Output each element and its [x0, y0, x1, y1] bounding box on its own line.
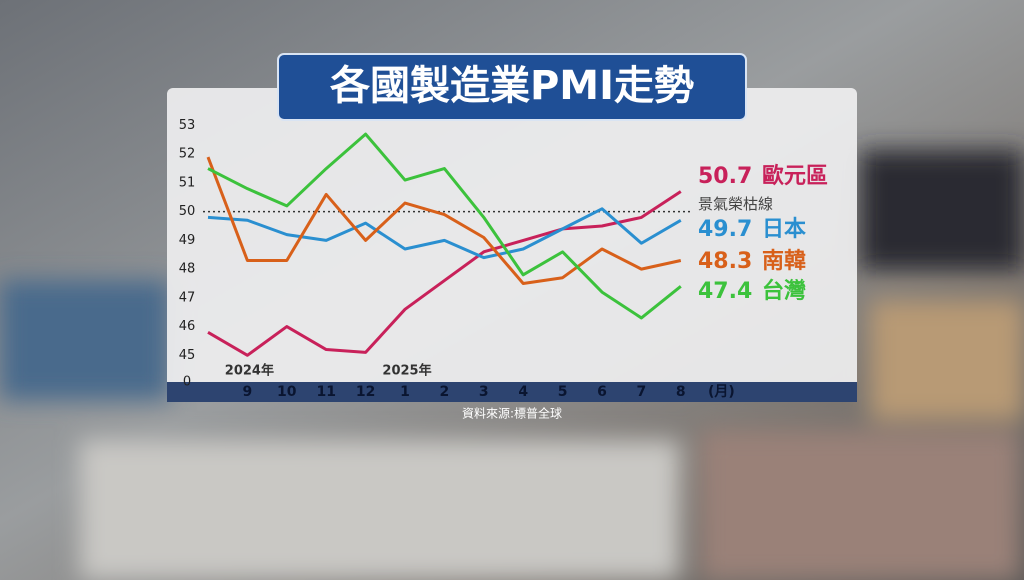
background-blur [0, 150, 1024, 580]
x-tick-label: 2 [440, 384, 450, 400]
x-tick-label: 11 [316, 384, 335, 400]
x-tick-label: 1 [400, 384, 410, 400]
legend-label: 南韓 [762, 248, 806, 274]
y-tick-label: 52 [179, 147, 196, 162]
y-tick-label: 49 [179, 233, 196, 248]
y-tick-label: 50 [179, 204, 196, 219]
chart-title: 各國製造業PMI走勢 [330, 63, 694, 109]
reference-label: 景氣榮枯線 [698, 195, 773, 213]
y-tick-label: 46 [179, 319, 196, 334]
year-label: 2024年 [225, 363, 274, 379]
x-tick-label: 9 [243, 384, 253, 400]
legend-label: 台灣 [762, 278, 806, 304]
series-line [206, 156, 682, 285]
y-tick-label: 53 [179, 118, 196, 133]
x-tick-label: 5 [558, 384, 568, 400]
x-unit: (月) [708, 384, 735, 400]
end-value-label: 49.7 [698, 217, 752, 242]
x-tick-label: 6 [597, 384, 607, 400]
end-value-label: 50.7 [698, 164, 752, 189]
legend-label: 歐元區 [762, 163, 828, 189]
x-tick-label: 7 [637, 384, 647, 400]
y-tick-label: 0 [183, 375, 191, 390]
title-box [277, 53, 747, 121]
series-line [207, 207, 682, 260]
y-tick-label: 51 [179, 175, 196, 190]
end-value-label: 48.3 [698, 249, 752, 274]
x-tick-label: 12 [356, 384, 375, 400]
series-line [207, 132, 682, 320]
legend-label: 日本 [762, 217, 806, 242]
y-tick-label: 48 [179, 262, 196, 277]
x-tick-label: 10 [277, 384, 297, 400]
y-tick-label: 45 [179, 348, 196, 363]
y-tick-label: 47 [179, 290, 196, 305]
end-value-label: 47.4 [698, 279, 752, 304]
x-tick-label: 3 [479, 384, 489, 400]
x-tick-label: 8 [676, 384, 686, 400]
year-label: 2025年 [382, 363, 431, 379]
source: 資料來源:標普全球 [462, 406, 562, 421]
series-line [207, 190, 682, 357]
x-tick-label: 4 [518, 384, 528, 400]
x-axis-band [167, 382, 857, 402]
